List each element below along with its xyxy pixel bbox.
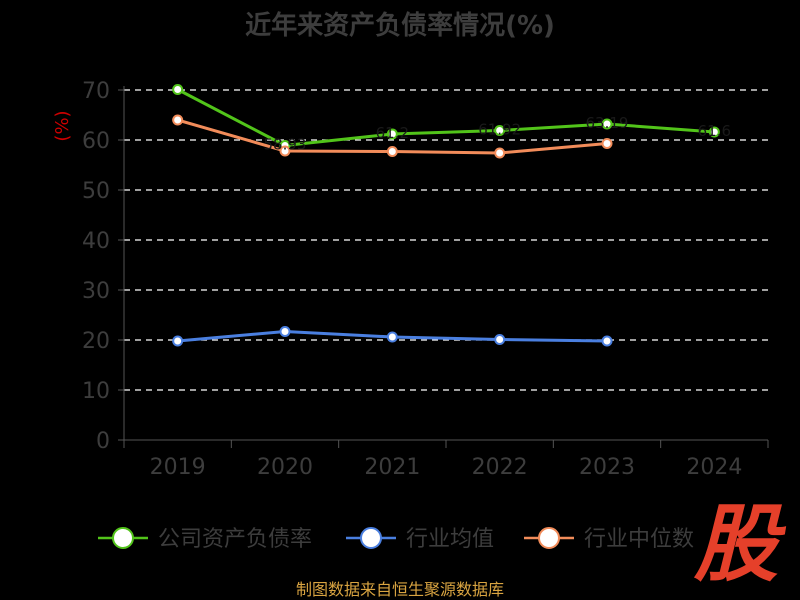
data-point: [708, 126, 720, 138]
legend-swatch-marker: [538, 527, 560, 549]
y-tick-label: 60: [82, 129, 110, 154]
axes: 0 10 20 30 40 50 60 70 2019 2020 2021 2022 2023 2024: [82, 79, 769, 480]
data-point: [494, 125, 506, 136]
data-label: 61.6: [698, 122, 731, 140]
data-point: [172, 84, 184, 95]
data-point: [494, 147, 506, 159]
grid-lines: [124, 89, 768, 391]
series-lines: [172, 84, 720, 347]
data-labels: 58.93 61.2 61.92 63.19 61.6: [264, 114, 732, 154]
y-tick-label: 20: [82, 329, 110, 354]
data-point: [386, 331, 398, 343]
legend-label: 行业均值: [406, 527, 494, 552]
data-label: 61.2: [376, 124, 409, 142]
y-tick-label: 50: [82, 179, 110, 204]
data-point: [601, 118, 613, 130]
data-label: 58.93: [264, 136, 307, 154]
data-point: [172, 114, 184, 126]
data-point: [494, 334, 506, 345]
chart-title: 近年来资产负债率情况(%): [245, 10, 555, 41]
legend-swatch-marker: [360, 527, 382, 549]
y-axis-label: (%): [52, 110, 73, 141]
x-tick-label: 2019: [150, 455, 206, 480]
y-tick-label: 0: [96, 429, 110, 454]
x-tick-label: 2023: [579, 455, 635, 480]
source-note: 制图数据来自恒生聚源数据库: [296, 580, 504, 599]
y-tick-label: 40: [82, 229, 110, 254]
data-point: [386, 128, 398, 140]
x-tick-label: 2022: [472, 455, 528, 480]
data-label: 63.19: [586, 114, 629, 132]
x-tick-label: 2021: [364, 455, 420, 480]
logo: 股: [693, 495, 778, 593]
x-tick-label: 2024: [686, 455, 742, 480]
data-point: [386, 146, 398, 157]
data-point: [601, 335, 613, 347]
series-line-0: [176, 88, 716, 147]
x-tick-label: 2020: [257, 455, 313, 480]
legend-label: 公司资产负债率: [158, 527, 312, 552]
data-point: [279, 145, 291, 157]
legend: 公司资产负债率 行业均值 行业中位数: [98, 527, 694, 552]
y-tick-label: 70: [82, 79, 110, 104]
legend-swatch-marker: [112, 527, 134, 549]
data-label: 61.92: [478, 121, 521, 139]
data-point: [601, 138, 613, 149]
y-tick-label: 10: [82, 379, 110, 404]
legend-label: 行业中位数: [584, 527, 694, 552]
data-point: [172, 335, 184, 347]
y-tick-label: 30: [82, 279, 110, 304]
data-point: [279, 326, 291, 337]
